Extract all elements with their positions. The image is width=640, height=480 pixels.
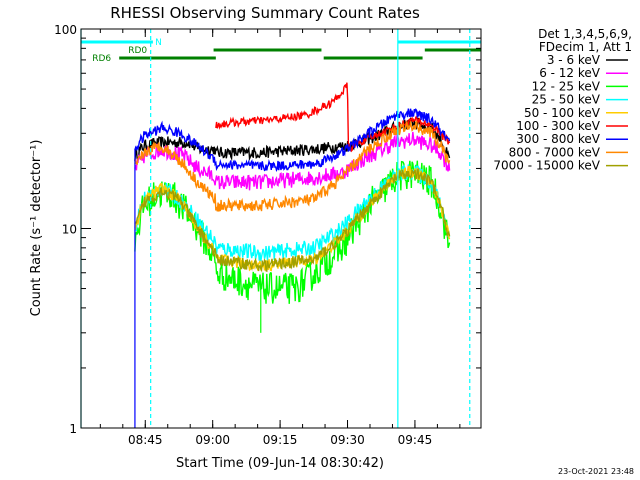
x-tick-label-3: 09:15 [263, 433, 298, 447]
legend: Det 1,3,4,5,6,9, FDecim 1, Att 1 3 - 6 k… [493, 27, 632, 173]
legend-label-4: 25 - 50 keV [532, 93, 601, 107]
series-layer [134, 82, 451, 428]
axes: 08:45 09:00 09:15 09:30 09:45 1 10 100 [54, 23, 481, 447]
y-tick-label-1: 1 [69, 422, 77, 436]
legend-label-1: 3 - 6 keV [547, 53, 601, 67]
legend-label-3: 12 - 25 keV [532, 79, 601, 93]
legend-header-line-2: FDecim 1, Att 1 [539, 40, 632, 54]
plot-frame [80, 28, 482, 429]
legend-label-9: 7000 - 15000 keV [493, 159, 600, 173]
x-tick-label-1: 08:45 [128, 433, 163, 447]
x-tick-label-2: 09:00 [195, 433, 230, 447]
series-line-3 [134, 160, 451, 304]
legend-header-line-1: Det 1,3,4,5,6,9, [538, 27, 632, 41]
x-tick-label-4: 09:30 [330, 433, 365, 447]
flag-label-n: N [155, 38, 162, 48]
footer-timestamp: 23-Oct-2021 23:48 [558, 467, 634, 476]
x-tick-label-5: 09:45 [398, 433, 433, 447]
legend-label-2: 6 - 12 keV [539, 66, 601, 80]
flag-label-rd0: RD0 [128, 46, 147, 56]
flag-bars: N RD0 RD6 [81, 38, 481, 64]
legend-label-8: 800 - 7000 keV [509, 145, 601, 159]
series-line-8 [134, 120, 451, 212]
legend-label-6: 100 - 300 keV [516, 119, 600, 133]
y-tick-label-3: 100 [54, 23, 77, 37]
legend-label-7: 300 - 800 keV [516, 132, 600, 146]
series-line-9 [134, 168, 451, 273]
flag-label-rd6: RD6 [92, 54, 111, 64]
chart-title: RHESSI Observing Summary Count Rates [110, 4, 420, 22]
series-line-2 [134, 131, 451, 191]
legend-label-5: 50 - 100 keV [524, 106, 601, 120]
series-line-7 [134, 108, 451, 172]
y-axis-label: Count Rate (s⁻¹ detector⁻¹) [29, 140, 44, 317]
x-axis-label: Start Time (09-Jun-14 08:30:42) [176, 456, 384, 471]
y-tick-label-2: 10 [62, 223, 77, 237]
